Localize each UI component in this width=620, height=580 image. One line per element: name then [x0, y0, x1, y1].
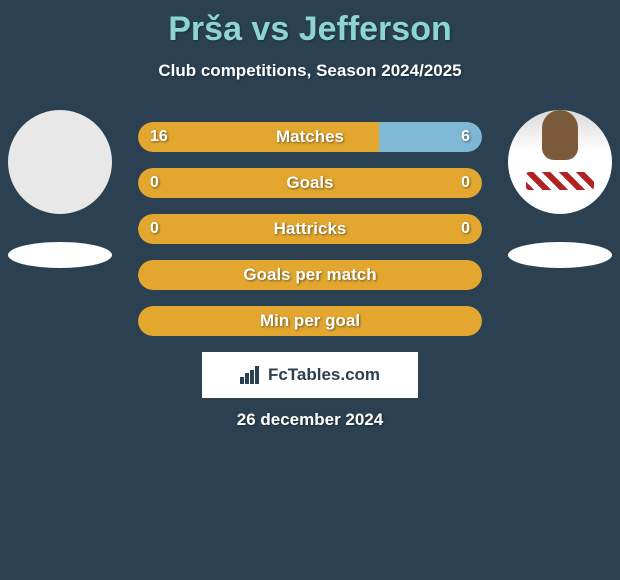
bar-label: Hattricks	[138, 219, 482, 239]
bar-right-value: 0	[461, 220, 470, 238]
bar-left-value: 0	[150, 174, 159, 192]
player-right-avatar	[508, 110, 612, 214]
bar-label: Goals	[138, 173, 482, 193]
bar-right-value: 0	[461, 174, 470, 192]
player-left-avatar	[8, 110, 112, 214]
bar-chart-icon	[240, 366, 262, 384]
stat-bar-goals: Goals0 0	[138, 168, 482, 198]
bar-label: Min per goal	[138, 311, 482, 331]
comparison-bars: Matches166Goals00Hattricks00Goals per ma…	[138, 122, 482, 336]
player-left-column	[0, 110, 120, 268]
stat-bar-hattricks: Hattricks0 0	[138, 214, 482, 244]
fctables-logo: FcTables.com	[202, 352, 418, 398]
stat-bar-matches: Matches16 6	[138, 122, 482, 152]
player-right-club-badge	[508, 242, 612, 268]
bar-left-value: 0	[150, 220, 159, 238]
page-title: Prša vs Jefferson	[0, 0, 620, 49]
player-left-club-badge	[8, 242, 112, 268]
subtitle: Club competitions, Season 2024/2025	[0, 61, 620, 81]
bar-label: Goals per match	[138, 265, 482, 285]
bar-label: Matches	[138, 127, 482, 147]
bar-left-value: 16	[150, 128, 168, 146]
date-text: 26 december 2024	[0, 410, 620, 430]
stat-bar-goals-per-match: Goals per match	[138, 260, 482, 290]
stat-bar-min-per-goal: Min per goal	[138, 306, 482, 336]
fctables-logo-text: FcTables.com	[268, 365, 380, 385]
player-right-column	[500, 110, 620, 268]
bar-right-value: 6	[461, 128, 470, 146]
